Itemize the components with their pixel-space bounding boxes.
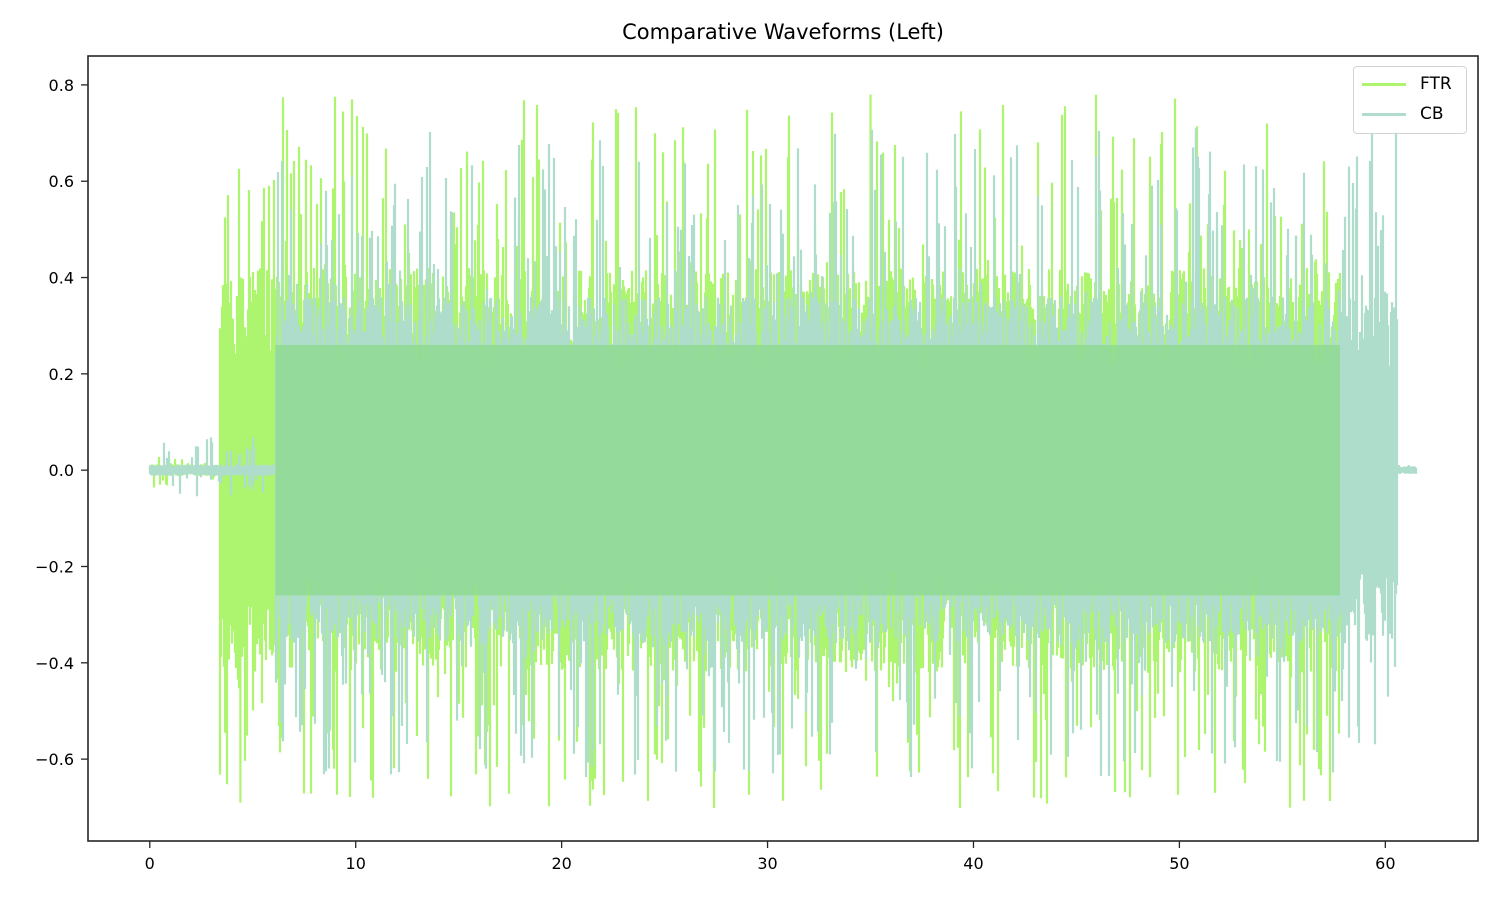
y-tick-label: 0.4: [49, 269, 74, 288]
x-tick-label: 40: [963, 854, 983, 873]
y-axis: 0.8 0.6 0.4 0.2 0.0 −0.2 −0.4 −0.6: [35, 76, 88, 769]
y-tick-label: −0.2: [35, 557, 74, 576]
x-tick-label: 30: [757, 854, 777, 873]
x-tick-label: 50: [1169, 854, 1189, 873]
x-tick-label: 60: [1375, 854, 1395, 873]
x-axis: 0 10 20 30 40 50 60: [145, 841, 1396, 873]
y-tick-label: 0.8: [49, 76, 74, 95]
axes-frame: [87, 55, 1479, 842]
y-tick-label: 0.2: [49, 365, 74, 384]
legend-item-cb: CB: [1362, 103, 1444, 125]
waveform-layer: [148, 94, 1418, 809]
legend-item-ftr: FTR: [1362, 73, 1452, 95]
legend-swatch-cb: [1362, 112, 1406, 116]
y-tick-label: −0.6: [35, 750, 74, 769]
legend: FTR CB: [1353, 66, 1467, 134]
x-tick-label: 0: [145, 854, 155, 873]
legend-swatch-ftr: [1362, 82, 1406, 86]
y-tick-label: −0.4: [35, 654, 74, 673]
legend-label-ftr: FTR: [1420, 74, 1452, 94]
x-tick-label: 20: [551, 854, 571, 873]
x-tick-label: 10: [346, 854, 366, 873]
y-tick-label: 0.6: [49, 172, 74, 191]
overlap-core-band: [275, 344, 1341, 596]
chart-title: Comparative Waveforms (Left): [622, 20, 944, 44]
y-tick-label: 0.0: [49, 461, 74, 480]
legend-label-cb: CB: [1420, 104, 1444, 124]
